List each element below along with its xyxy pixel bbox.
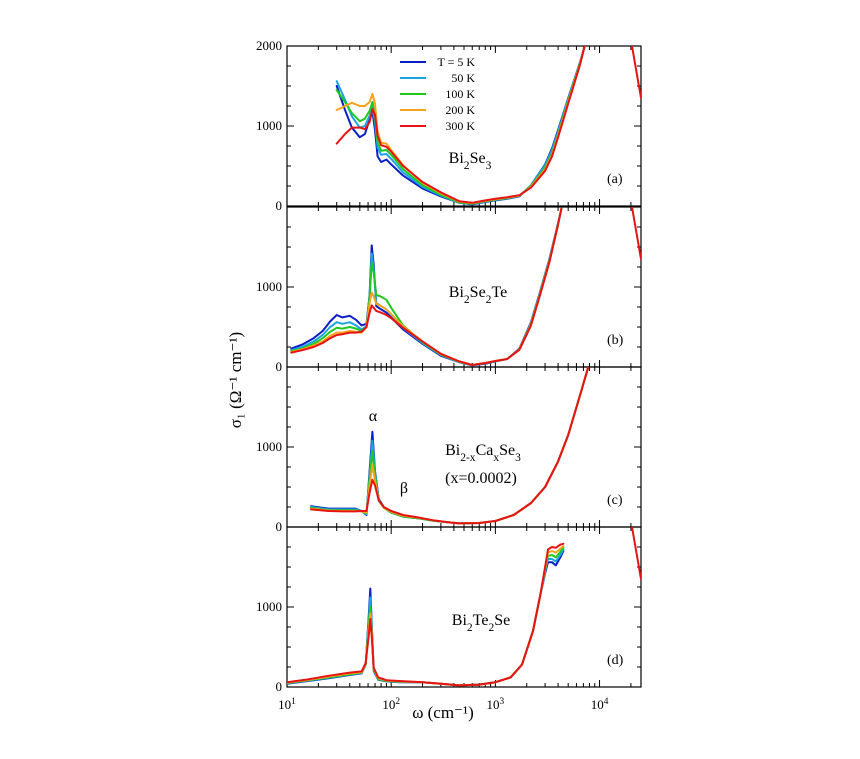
series-group [287,527,641,687]
y-tick-label: 0 [276,198,283,213]
compound-label-part: 2-x [460,452,476,464]
series-line-t5k [290,207,563,367]
series-line-50k [335,46,586,205]
legend: T = 5 K 50 K 100 K 200 K 300 K [400,55,475,133]
y-tick-label: 1000 [256,439,282,454]
compound-label: Bi2Se2Te [449,284,507,306]
compound-label-part: 3 [486,160,492,172]
panel-c: 0 1000 (c) Bi2-xCaxSe3 (x=0.0002) α β [256,366,642,534]
panel-frame [286,526,642,688]
series-group [290,207,641,367]
x-tick-label: 102 [382,697,400,712]
compound-label-part: Se [470,150,486,167]
panel-a: 0 1000 2000 (a) Bi2Se3 [256,38,642,213]
compound-label-part: Se [499,442,515,459]
y-tick-label: 0 [276,359,283,374]
series-line-300k [290,207,563,366]
compound-label-part: Bi [449,284,465,301]
far-ir-tail-line [631,207,641,260]
far-ir-tail-line [631,46,641,99]
x-tick-label-part: 2 [395,697,400,707]
compound-label-part: 2 [464,160,470,172]
condition-label: (x=0.0002) [445,470,517,487]
compound-label-part: Te [473,612,489,629]
panel-tag: (a) [607,172,623,187]
x-tick-label-part: 3 [500,697,505,707]
x-tick-label-part: 10 [382,697,395,712]
y-tick-label: 0 [276,679,283,694]
compound-label-part: 3 [515,452,521,464]
y-tick-label: 2000 [256,38,282,53]
panel-frame [286,366,642,528]
legend-label: 300 K [445,119,475,133]
plot-root: 010002000(a)Bi2Se301000(b)Bi2Se2Te01000(… [226,38,642,722]
legend-label: T = 5 K [437,55,475,69]
series-line-200k [290,207,563,366]
y-tick-label: 1000 [256,118,282,133]
y-axis-label: σ₁ (Ω⁻¹ cm⁻¹) [226,332,245,428]
panel-tag: (b) [607,333,624,348]
compound-label: Bi2-xCaxSe3 [445,442,521,464]
series-group [335,46,641,206]
x-tick-label: 103 [487,697,505,712]
peak-label: α [369,408,378,425]
compound-label-part: 2 [467,622,473,634]
compound-label-part: Bi [452,612,468,629]
compound-label-part: Se [470,284,486,301]
x-tick-label: 101 [278,697,296,712]
legend-label: 200 K [445,103,475,117]
peak-label: β [400,480,408,497]
compound-label-part: Bi [449,150,465,167]
far-ir-tail-line [631,527,641,580]
compound-label-part: x [493,452,499,464]
y-tick-label: 1000 [256,279,282,294]
series-group [310,367,590,525]
y-tick-label: 1000 [256,599,282,614]
panel-frame [286,206,642,368]
compound-label-part: Te [491,284,507,301]
y-tick-label: 0 [276,519,283,534]
compound-label: Bi2Te2Se [452,612,510,634]
x-tick-label-part: 4 [604,697,609,707]
x-tick-label: 104 [591,697,609,712]
compound-label-part: 2 [486,294,492,306]
legend-label: 100 K [445,87,475,101]
panel-tag: (c) [607,493,623,508]
compound-label: Bi2Se3 [449,150,492,172]
compound-label-part: Ca [476,442,494,459]
x-axis-label: ω (cm⁻¹) [412,703,474,722]
series-line-300k [287,542,565,687]
x-tick-label-part: 10 [487,697,500,712]
series-line-300k [335,46,586,204]
compound-label-part: 2 [488,622,494,634]
x-tick-label-part: 1 [291,697,296,707]
series-line-300k [310,367,590,525]
compound-label-part: 2 [464,294,470,306]
compound-label-part: Se [494,612,510,629]
series-line-50k [290,207,563,367]
legend-label: 50 K [451,71,475,85]
x-tick-label-part: 10 [278,697,291,712]
compound-label-part: Bi [445,442,461,459]
x-tick-label-part: 10 [591,697,604,712]
series-line-100k [290,207,563,366]
panel-tag: (d) [607,653,624,668]
